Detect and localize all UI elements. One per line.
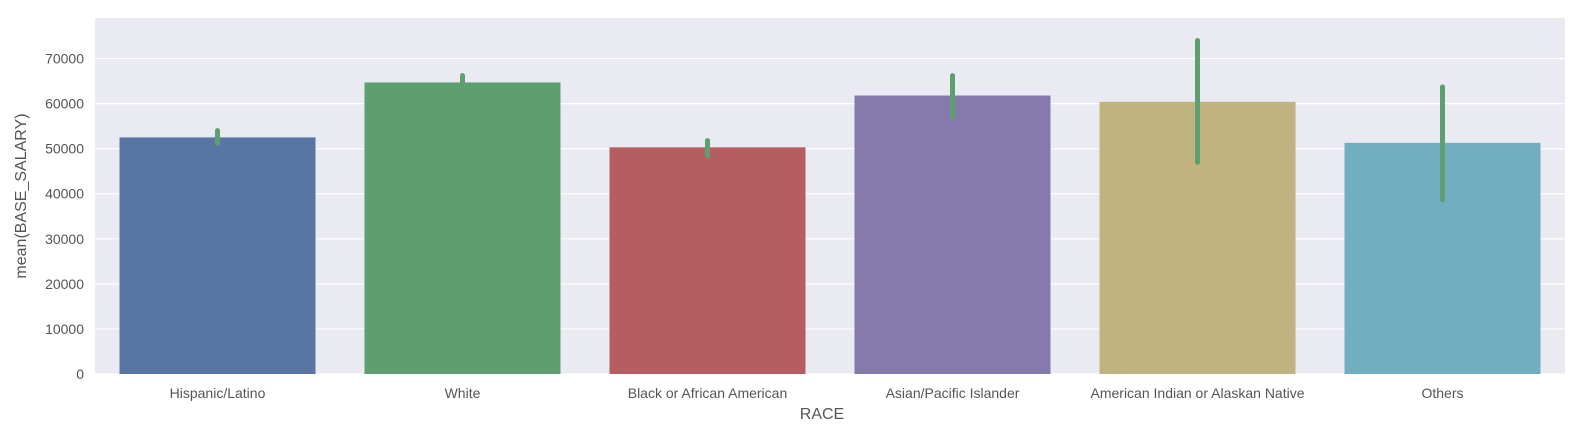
y-axis-label: mean(BASE_SALARY) [13, 113, 30, 278]
error-bars [215, 38, 1445, 203]
y-tick-label: 40000 [45, 186, 84, 202]
grid-lines [95, 57, 1565, 375]
x-tick-label: Asian/Pacific Islander [886, 385, 1020, 401]
bar [119, 137, 316, 374]
y-tick-label: 0 [76, 366, 84, 382]
x-tick-label: Others [1421, 385, 1463, 401]
x-axis-label: RACE [800, 406, 844, 423]
y-tick-label: 10000 [45, 321, 84, 337]
y-tick-label: 60000 [45, 96, 84, 112]
bar [854, 95, 1051, 375]
y-tick-label: 30000 [45, 231, 84, 247]
y-tick-labels: 0 10000 20000 30000 40000 50000 60000 70000 [45, 51, 84, 382]
y-tick-label: 20000 [45, 276, 84, 292]
x-tick-label: Hispanic/Latino [170, 385, 266, 401]
x-tick-label: White [445, 385, 481, 401]
bar [364, 82, 561, 375]
x-tick-label: Black or African American [628, 385, 788, 401]
bar [609, 147, 806, 374]
y-tick-label: 50000 [45, 141, 84, 157]
x-tick-labels: Hispanic/Latino White Black or African Ame… [170, 385, 1464, 401]
plot-background [95, 18, 1565, 374]
y-tick-label: 70000 [45, 51, 84, 67]
bars [119, 82, 1541, 375]
x-tick-label: American Indian or Alaskan Native [1091, 385, 1305, 401]
